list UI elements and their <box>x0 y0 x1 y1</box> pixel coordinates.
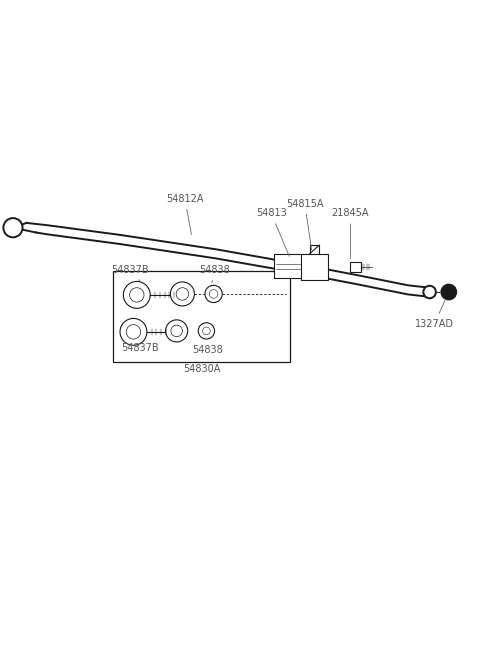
Text: 54838: 54838 <box>192 339 223 355</box>
Circle shape <box>166 320 188 342</box>
Circle shape <box>126 325 141 339</box>
Circle shape <box>205 285 222 303</box>
Text: 54838: 54838 <box>200 265 230 283</box>
Circle shape <box>423 286 436 298</box>
Text: 54837B: 54837B <box>111 265 148 281</box>
Circle shape <box>123 281 150 308</box>
Circle shape <box>176 288 189 300</box>
Circle shape <box>171 325 182 336</box>
Text: 54830A: 54830A <box>183 364 220 374</box>
Text: 21845A: 21845A <box>332 208 369 258</box>
Text: 54812A: 54812A <box>166 194 204 235</box>
Circle shape <box>198 323 215 339</box>
Text: 1327AD: 1327AD <box>415 300 454 328</box>
Text: 54837B: 54837B <box>121 343 159 353</box>
Text: 54815A: 54815A <box>286 198 324 250</box>
Circle shape <box>120 319 147 346</box>
Circle shape <box>441 284 456 300</box>
Circle shape <box>209 290 218 298</box>
Bar <box>274 254 302 278</box>
Bar <box>113 271 290 362</box>
Bar <box>350 262 361 272</box>
Bar <box>301 254 328 281</box>
Text: 54813: 54813 <box>256 208 289 256</box>
Circle shape <box>3 218 23 237</box>
Circle shape <box>170 282 194 306</box>
Circle shape <box>130 288 144 302</box>
Circle shape <box>203 327 210 334</box>
